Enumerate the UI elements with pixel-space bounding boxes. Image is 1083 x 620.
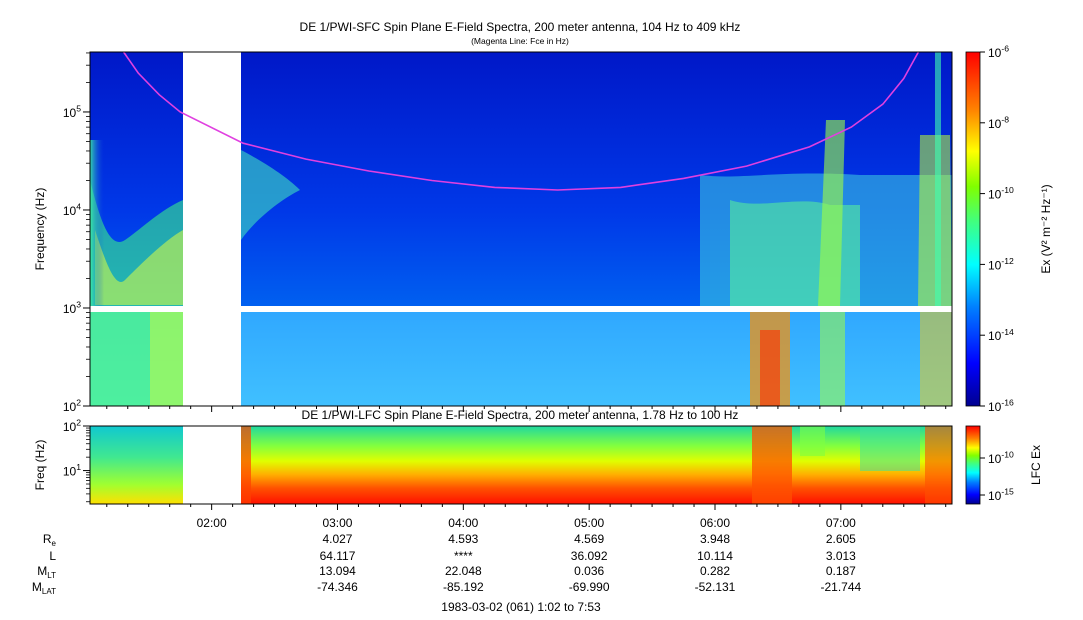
lower-y-axis: 101 102 [63, 418, 90, 503]
ephemeris-value: 13.094 [319, 564, 356, 578]
upper-y-axis: 102 103 104 105 [63, 52, 90, 414]
lower-colorbar-tick-label: 10-15 [988, 487, 1014, 503]
upper-colorbar-tick-label: 10-8 [988, 114, 1009, 130]
upper-colorbar [965, 51, 981, 407]
upper-y-tick-label: 105 [63, 104, 81, 120]
upper-y-tick-label: 104 [63, 202, 81, 218]
upper-y-axis-label: Frequency (Hz) [33, 188, 47, 271]
x-tick-label: 07:00 [826, 516, 856, 530]
lower-spectrogram [89, 425, 953, 505]
lower-colorbar-tick-label: 10-10 [988, 450, 1014, 466]
ephemeris-value: 22.048 [445, 564, 482, 578]
upper-colorbar-tick-label: 10-12 [988, 256, 1014, 272]
lower-y-axis-label: Freq (Hz) [33, 440, 47, 491]
ephemeris-row-label: MLAT [32, 580, 56, 596]
ephemeris-value: -21.744 [820, 580, 861, 594]
ephemeris-row-label: MLT [37, 564, 56, 580]
ephemeris-value: -69.990 [569, 580, 610, 594]
lower-y-tick-label: 102 [63, 418, 81, 434]
x-tick-label: 05:00 [574, 516, 604, 530]
ephemeris-value: -74.346 [317, 580, 358, 594]
upper-colorbar-tick-label: 10-14 [988, 327, 1014, 343]
ephemeris-value: 4.027 [322, 532, 352, 546]
upper-colorbar-ticks: 10-6 10-8 10-10 10-12 10-14 10-16 [980, 44, 1014, 414]
fce-line [122, 51, 920, 191]
upper-spectrogram [89, 51, 953, 407]
ephemeris-value: 4.593 [448, 532, 478, 546]
lower-chart-title: DE 1/PWI-LFC Spin Plane E-Field Spectra,… [302, 408, 739, 422]
ephemeris-value: -85.192 [443, 580, 484, 594]
ephemeris-table: 02:00 03:00 04:00 05:00 06:00 07:00 ReLMLTMLAT… [32, 516, 862, 596]
x-tick-label: 06:00 [700, 516, 730, 530]
upper-chart-title: DE 1/PWI-SFC Spin Plane E-Field Spectra,… [300, 20, 741, 34]
x-tick-label: 03:00 [322, 516, 352, 530]
x-tick-label: 04:00 [448, 516, 478, 530]
ephemeris-value: 36.092 [571, 549, 608, 563]
upper-chart-subtitle: (Magenta Line: Fce in Hz) [471, 36, 569, 46]
ephemeris-value: 2.605 [826, 532, 856, 546]
upper-y-tick-label: 102 [63, 398, 81, 414]
lower-colorbar-label: LFC Ex [1029, 445, 1043, 485]
ephemeris-value: 64.117 [320, 549, 356, 563]
upper-colorbar-tick-label: 10-10 [988, 185, 1014, 201]
ephemeris-value: 10.114 [697, 549, 733, 563]
ephemeris-value: 0.282 [700, 564, 730, 578]
ephemeris-value: 3.013 [826, 549, 856, 563]
upper-colorbar-tick-label: 10-6 [988, 44, 1009, 60]
date-range-footer: 1983-03-02 (061) 1:02 to 7:53 [441, 600, 601, 614]
x-axis [106, 406, 947, 510]
ephemeris-value: 0.036 [574, 564, 604, 578]
ephemeris-row-label: Re [43, 532, 57, 548]
upper-colorbar-label: Ex (V² m⁻² Hz⁻¹) [1039, 184, 1053, 273]
ephemeris-value: 0.187 [826, 564, 856, 578]
lower-colorbar-ticks: 10-10 10-15 [980, 450, 1014, 503]
upper-y-tick-label: 103 [63, 300, 81, 316]
ephemeris-value: -52.131 [695, 580, 736, 594]
ephemeris-row-label: L [49, 549, 56, 563]
x-tick-label: 02:00 [197, 516, 227, 530]
lower-colorbar [965, 425, 981, 505]
ephemeris-value: 3.948 [700, 532, 730, 546]
upper-colorbar-tick-label: 10-16 [988, 398, 1014, 414]
ephemeris-value: **** [454, 549, 473, 563]
ephemeris-value: 4.569 [574, 532, 604, 546]
lower-y-tick-label: 101 [63, 462, 81, 478]
